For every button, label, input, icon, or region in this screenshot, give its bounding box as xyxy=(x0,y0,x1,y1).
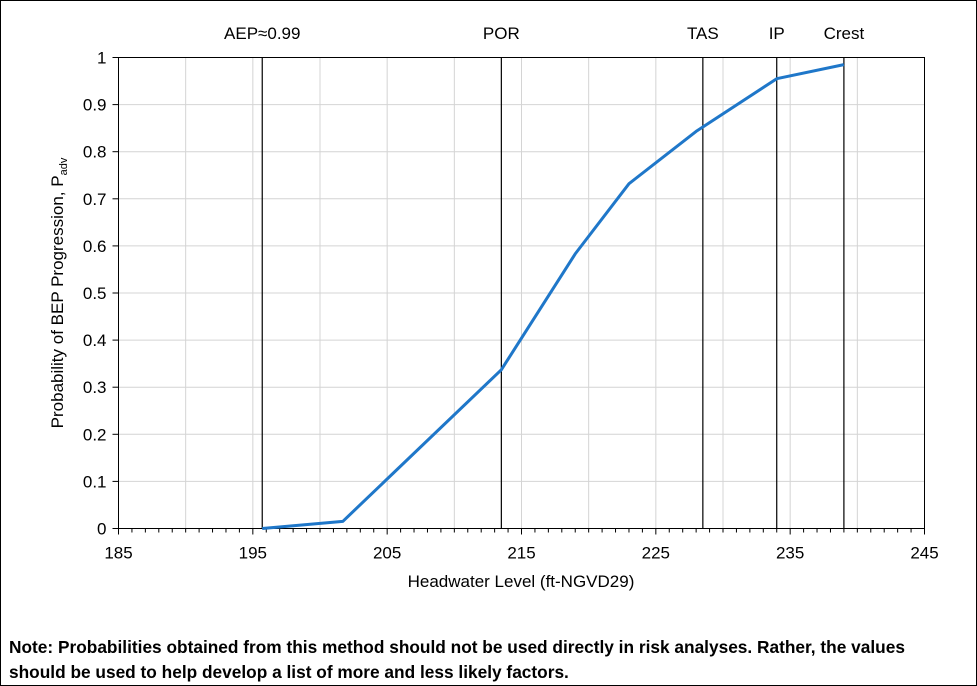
reference-lines: AEP≈0.99 POR TAS IP Crest xyxy=(224,24,864,529)
x-tick-label: 235 xyxy=(776,544,804,563)
reference-line-label: AEP≈0.99 xyxy=(224,24,300,43)
y-tick-label: 0.1 xyxy=(83,472,107,491)
y-tick-label: 0.3 xyxy=(83,378,107,397)
series xyxy=(262,63,845,530)
y-tick-label: 0.5 xyxy=(83,284,107,303)
y-tick-label: 0 xyxy=(97,520,106,539)
y-tick-label: 1 xyxy=(97,49,106,68)
x-tick-label: 205 xyxy=(373,544,401,563)
y-axis-label: Probability of BEP Progression, Padv xyxy=(48,157,70,428)
reference-line-label: POR xyxy=(483,24,520,43)
reference-line-label: Crest xyxy=(824,24,865,43)
x-tick-label: 245 xyxy=(910,544,938,563)
note-text: Note: Probabilities obtained from this m… xyxy=(9,637,905,682)
x-tick-label: 185 xyxy=(104,544,132,563)
series-line xyxy=(262,63,845,530)
y-tick-label: 0.9 xyxy=(83,96,107,115)
y-axis-label-subscript: adv xyxy=(58,157,70,175)
x-tick-label: 195 xyxy=(239,544,267,563)
reference-line-label: TAS xyxy=(687,24,719,43)
y-tick-label: 0.2 xyxy=(83,425,107,444)
y-tick-label: 0.7 xyxy=(83,190,107,209)
reference-line-label: IP xyxy=(769,24,785,43)
y-tick-label: 0.6 xyxy=(83,237,107,256)
y-axis-label-main: Probability of BEP Progression, P xyxy=(48,175,67,428)
bep-probability-chart: AEP≈0.99 POR TAS IP Crest 185 195 205 215 225 235… xyxy=(48,24,939,591)
y-tick-label: 0.4 xyxy=(83,331,107,350)
grid xyxy=(118,57,925,529)
x-tick-label: 225 xyxy=(642,544,670,563)
x-axis-label: Headwater Level (ft-NGVD29) xyxy=(408,572,635,591)
x-tick-label: 215 xyxy=(507,544,535,563)
y-tick-label: 0.8 xyxy=(83,143,107,162)
axis-ticks: 185 195 205 215 225 235 245 0 0.1 0.2 0.3 0.4 0.5 0.6… xyxy=(83,49,939,563)
